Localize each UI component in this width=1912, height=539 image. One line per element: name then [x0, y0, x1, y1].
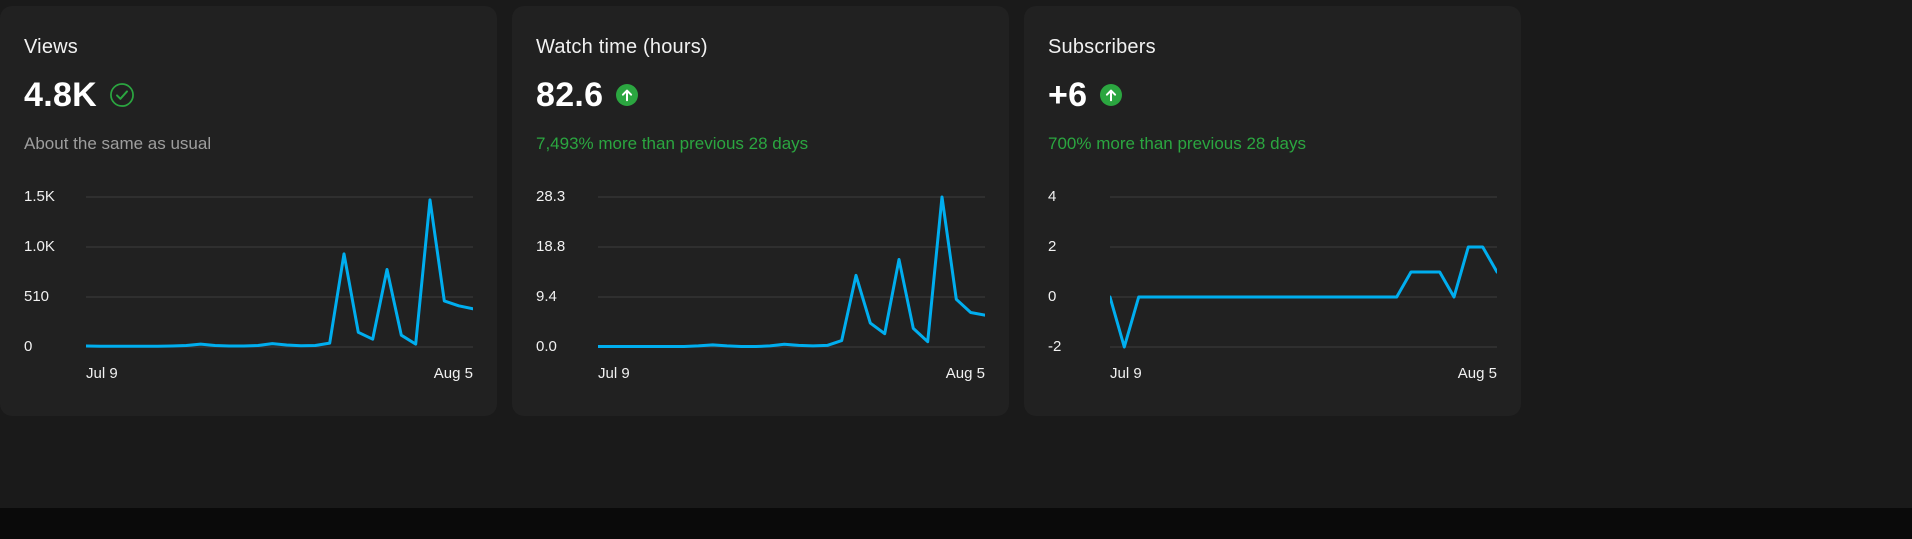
watch-time-value-row: 82.6 — [536, 75, 985, 115]
views-card[interactable]: Views 4.8K About the same as usual 0 510 1… — [0, 6, 497, 416]
y-tick-label: 4 — [1048, 188, 1057, 205]
y-tick-label: -2 — [1048, 338, 1062, 355]
watch-time-chart: 0.0 9.4 18.8 28.3 Jul 9 Aug 5 — [536, 187, 985, 382]
subscribers-chart: -2 0 2 4 Jul 9 Aug 5 — [1048, 187, 1497, 382]
views-chart: 0 510 1.0K 1.5K Jul 9 Aug 5 — [24, 187, 473, 382]
watch-time-metric-value: 82.6 — [536, 75, 604, 114]
watch-time-x-axis: Jul 9 Aug 5 — [598, 365, 985, 382]
watch-time-line-chart — [598, 195, 985, 348]
arrow-up-circle-icon — [1099, 83, 1123, 107]
x-tick-start-label: Jul 9 — [598, 365, 630, 382]
y-tick-label: 1.0K — [24, 238, 55, 255]
y-tick-label: 510 — [24, 288, 50, 305]
y-tick-label: 1.5K — [24, 188, 55, 205]
subscribers-value-row: +6 — [1048, 75, 1497, 115]
subscribers-card[interactable]: Subscribers +6 700% more than previous 2… — [1024, 6, 1521, 416]
subscribers-line-chart — [1110, 196, 1497, 349]
bottom-bar — [0, 508, 1912, 539]
watch-time-y-axis: 0.0 9.4 18.8 28.3 — [536, 187, 598, 357]
x-tick-end-label: Aug 5 — [433, 365, 473, 382]
x-tick-end-label: Aug 5 — [945, 365, 985, 382]
watch-time-plot-row: 0.0 9.4 18.8 28.3 — [536, 187, 985, 357]
views-x-axis: Jul 9 Aug 5 — [86, 365, 473, 382]
watch-time-card-title: Watch time (hours) — [536, 36, 708, 58]
views-metric-value: 4.8K — [24, 75, 98, 114]
views-comparison-text: About the same as usual — [24, 134, 212, 153]
views-y-axis: 0 510 1.0K 1.5K — [24, 187, 86, 357]
y-tick-label: 9.4 — [536, 288, 557, 306]
y-tick-label: 2 — [1048, 238, 1057, 255]
x-tick-start-label: Jul 9 — [86, 365, 118, 382]
x-tick-end-label: Aug 5 — [1457, 365, 1497, 382]
x-tick-start-label: Jul 9 — [1110, 365, 1142, 382]
views-plot-row: 0 510 1.0K 1.5K — [24, 187, 473, 357]
subscribers-plot-row: -2 0 2 4 — [1048, 187, 1497, 357]
watch-time-comparison-text: 7,493% more than previous 28 days — [536, 134, 809, 153]
subscribers-x-axis: Jul 9 Aug 5 — [1110, 365, 1497, 382]
subscribers-comparison-text: 700% more than previous 28 days — [1048, 134, 1306, 153]
y-tick-label: 18.8 — [536, 237, 566, 255]
watch-time-card[interactable]: Watch time (hours) 82.6 7,493% more than… — [512, 6, 1009, 416]
metric-cards-row: Views 4.8K About the same as usual 0 510 1… — [0, 6, 1521, 416]
views-card-title: Views — [24, 36, 78, 58]
y-tick-label: 0.0 — [536, 338, 557, 355]
subscribers-metric-value: +6 — [1048, 75, 1088, 114]
y-tick-label: 0 — [1048, 288, 1057, 305]
views-line-chart — [86, 196, 473, 348]
arrow-up-circle-icon — [615, 83, 639, 107]
check-circle-icon — [109, 82, 135, 108]
views-value-row: 4.8K — [24, 75, 473, 115]
subscribers-card-title: Subscribers — [1048, 36, 1156, 58]
subscribers-y-axis: -2 0 2 4 — [1048, 187, 1110, 357]
y-tick-label: 0 — [24, 338, 33, 355]
y-tick-label: 28.3 — [536, 188, 566, 205]
